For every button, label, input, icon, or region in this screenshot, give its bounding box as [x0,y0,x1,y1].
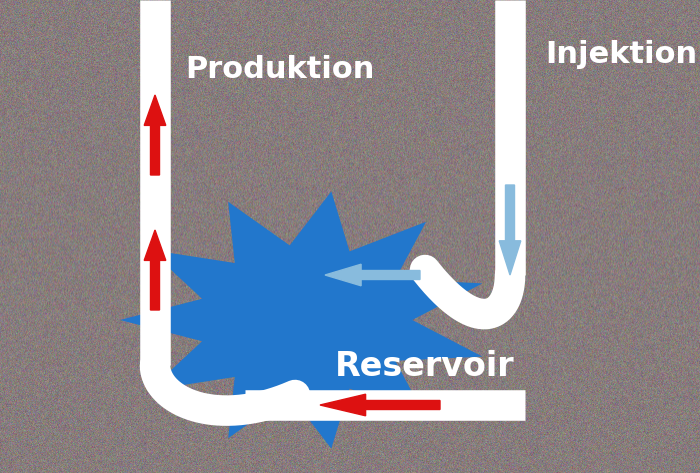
FancyArrow shape [325,264,420,286]
FancyArrow shape [144,230,166,310]
Polygon shape [120,191,482,449]
FancyArrow shape [499,185,521,275]
FancyArrow shape [144,95,166,175]
Text: Injektion: Injektion [545,40,697,69]
Text: Produktion: Produktion [185,55,374,84]
Text: Reservoir: Reservoir [335,350,514,383]
FancyArrow shape [320,394,440,416]
